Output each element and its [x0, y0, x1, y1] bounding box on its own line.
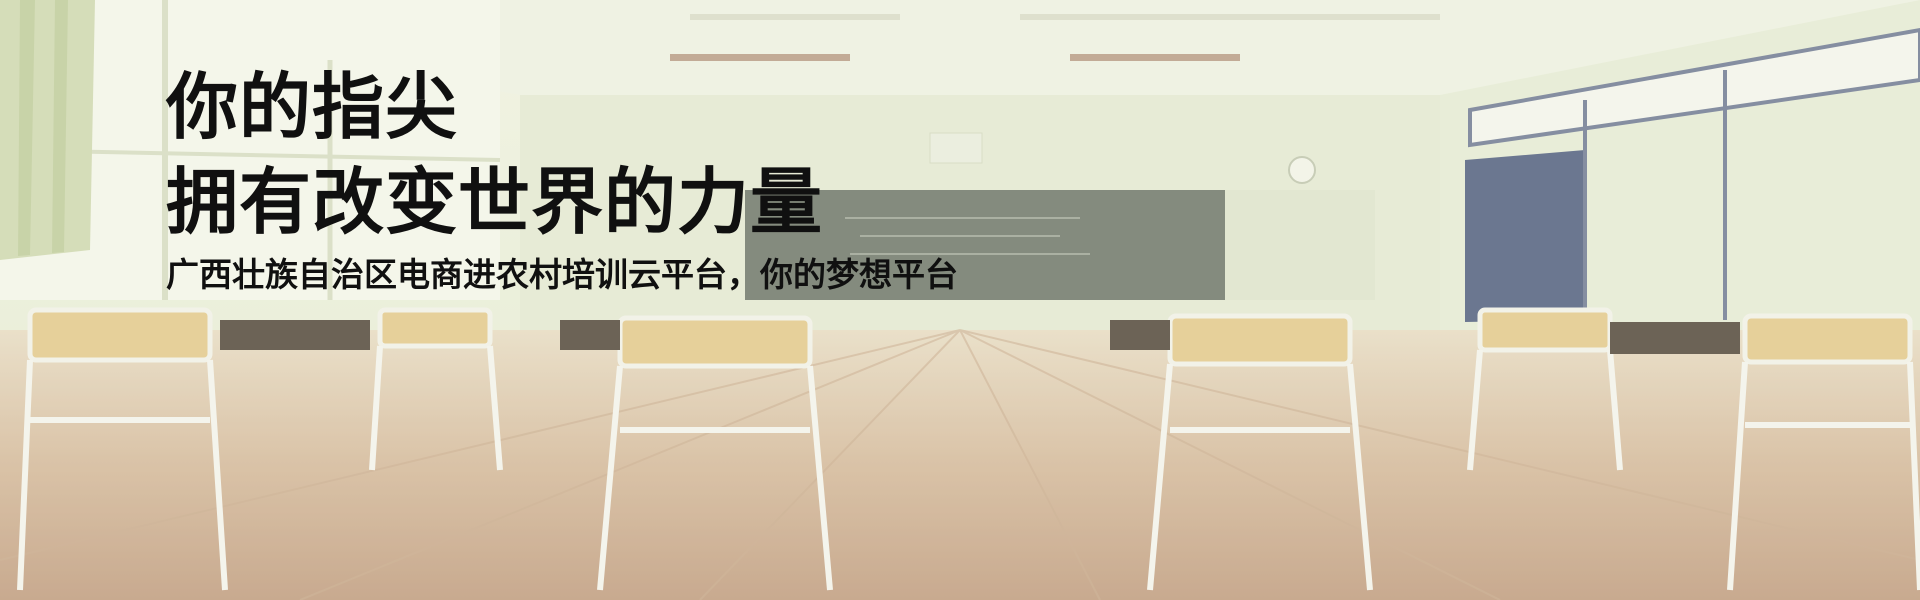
hero-title-line-2: 拥有改变世界的力量 — [166, 160, 824, 244]
hero-title-line-1: 你的指尖 — [166, 65, 459, 149]
hero-subtitle: 广西壮族自治区电商进农村培训云平台，你的梦想平台 — [166, 255, 958, 294]
hero-text: 你的指尖 拥有改变世界的力量 广西壮族自治区电商进农村培训云平台，你的梦想平台 — [166, 62, 958, 296]
